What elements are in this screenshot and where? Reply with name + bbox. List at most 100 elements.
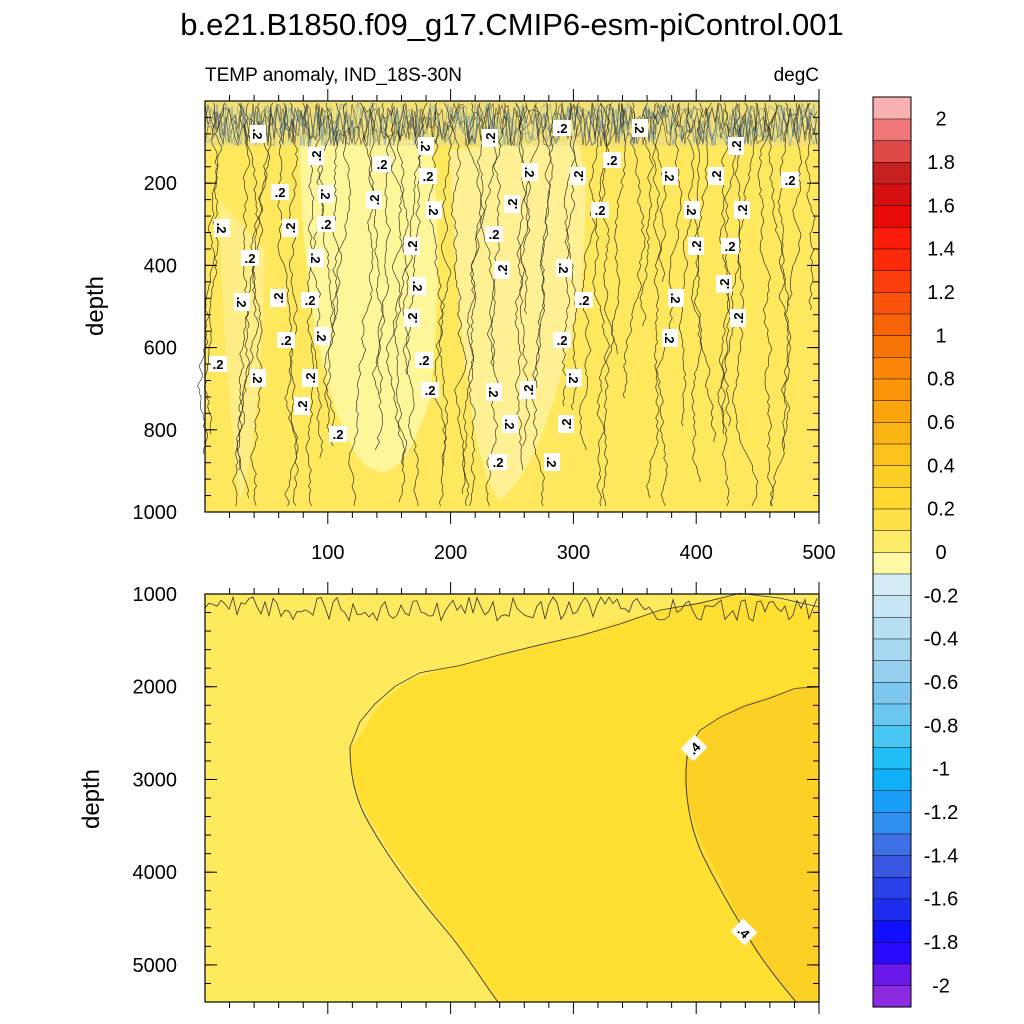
contour-line-0.4	[685, 749, 797, 1003]
svg-text:.2: .2	[668, 293, 683, 304]
svg-text:.2: .2	[214, 223, 229, 234]
colorbar-swatch	[872, 443, 912, 466]
contour-label: .2	[234, 293, 250, 311]
contour-label: .2	[489, 454, 507, 470]
contour-label: .2	[553, 332, 571, 348]
contour-label: .2	[317, 216, 335, 232]
y-tick-label: 1000	[133, 584, 178, 606]
contour-label: .2	[214, 219, 230, 237]
contour-label: .2	[418, 137, 434, 155]
colorbar-tick-label: -2	[932, 975, 950, 997]
colorbar-swatch	[872, 638, 912, 661]
contour-label: .2	[556, 259, 572, 277]
contour-label: .4	[680, 734, 708, 762]
contour-label: .2	[662, 167, 678, 185]
colorbar-swatch	[872, 681, 912, 705]
svg-text:.2: .2	[725, 239, 736, 254]
contour-label: .2	[270, 289, 286, 307]
svg-text:.2: .2	[275, 185, 286, 200]
colorbar-tick-label: -0.8	[924, 715, 958, 737]
svg-text:.2: .2	[505, 199, 520, 210]
colorbar-tick-label: 0.2	[927, 499, 955, 521]
contour-label: .2	[544, 453, 560, 471]
svg-text:.2: .2	[662, 333, 677, 344]
svg-text:.2: .2	[489, 227, 500, 242]
svg-text:.2: .2	[423, 169, 434, 184]
svg-text:.2: .2	[632, 123, 647, 134]
contour-label: .2	[494, 261, 510, 279]
colorbar-tick-label: -0.4	[924, 629, 958, 651]
colorbar-swatch	[872, 530, 912, 553]
svg-text:.2: .2	[557, 333, 568, 348]
contour-label: .2	[716, 275, 732, 293]
svg-text:.2: .2	[486, 387, 501, 398]
svg-text:.2: .2	[684, 205, 699, 216]
contour-label: .2	[277, 332, 295, 348]
colorbar-tick-label: -0.6	[924, 672, 958, 694]
y-tick-label: 600	[144, 338, 177, 360]
contour-line-0.2-surface	[204, 595, 818, 622]
colorbar-tick-label: 1	[935, 325, 946, 347]
svg-text:.2: .2	[367, 195, 382, 206]
colorbar-swatch	[872, 313, 912, 336]
contour-label: .2	[504, 195, 520, 213]
contour-label: .2	[301, 292, 319, 308]
y-tick-label: 400	[144, 255, 177, 277]
y-tick-label: 800	[144, 420, 177, 442]
colorbar-swatch	[872, 226, 912, 250]
colorbar-swatch	[872, 876, 912, 900]
colorbar-swatch	[872, 595, 912, 618]
colorbar-tick-label: -1.4	[924, 845, 958, 867]
colorbar-swatch	[872, 205, 912, 228]
chart-title: b.e21.B1850.f09_g17.CMIP6-esm-piControl.…	[180, 7, 843, 42]
colorbar-swatch	[872, 508, 912, 531]
svg-text:.2: .2	[559, 419, 574, 430]
contour-label: .2	[302, 369, 318, 387]
x-tick-label: 300	[557, 542, 590, 564]
contour-label: .2	[485, 226, 503, 242]
svg-text:.2: .2	[717, 279, 732, 290]
upper-ylabel: depth	[82, 276, 109, 336]
lower-contour-lines	[204, 592, 820, 1003]
contour-label: .2	[728, 137, 744, 155]
colorbar-swatch	[872, 985, 912, 1008]
svg-text:.2: .2	[425, 383, 436, 398]
svg-text:.2: .2	[309, 151, 324, 162]
colorbar-swatch	[872, 248, 912, 271]
svg-text:.2: .2	[522, 167, 537, 178]
svg-text:.2: .2	[321, 217, 332, 232]
colorbar-swatch	[872, 140, 912, 163]
contour-label: .2	[415, 352, 433, 368]
colorbar-swatch	[872, 811, 912, 835]
colorbar-swatch	[872, 551, 912, 575]
svg-text:.2: .2	[305, 293, 316, 308]
svg-text:.2: .2	[595, 203, 606, 218]
contour-line-0.2	[349, 746, 499, 1003]
y-tick-label: 1000	[133, 502, 178, 524]
contour-label: .2	[684, 201, 700, 219]
y-tick-label: 5000	[133, 955, 178, 977]
colorbar-swatch	[872, 790, 912, 813]
svg-text:.2: .2	[521, 385, 536, 396]
colorbar-swatch	[872, 703, 912, 726]
x-tick-label: 500	[802, 542, 835, 564]
svg-text:.2: .2	[571, 171, 586, 182]
svg-text:.2: .2	[405, 313, 420, 324]
contour-label: .2	[522, 163, 538, 181]
svg-text:.2: .2	[410, 281, 425, 292]
svg-text:.2: .2	[729, 141, 744, 152]
contour-label: .2	[558, 415, 574, 433]
x-tick-label: 200	[434, 542, 467, 564]
subtitle-units: degC	[774, 65, 819, 86]
lower-panel: .4 .4 1000 2000 3000 4000 5000 depth	[78, 582, 820, 1014]
region-0.4-0.6	[683, 686, 819, 1002]
region-0.2-0.4	[350, 596, 819, 1002]
contour-label: .2	[708, 167, 724, 185]
contour-label: .2	[308, 249, 324, 267]
colorbar-swatch	[872, 833, 912, 856]
upper-contour-labels: .2 .2 .2 .2 .2 .2 .2 .2 .2 .2 .2 .2 .2 .2 .2 .2 .2 .2 .2 .2…	[209, 119, 799, 471]
svg-text:.2: .2	[281, 333, 292, 348]
svg-text:.2: .2	[709, 171, 724, 182]
colorbar-tick-label: 1.6	[927, 195, 955, 217]
